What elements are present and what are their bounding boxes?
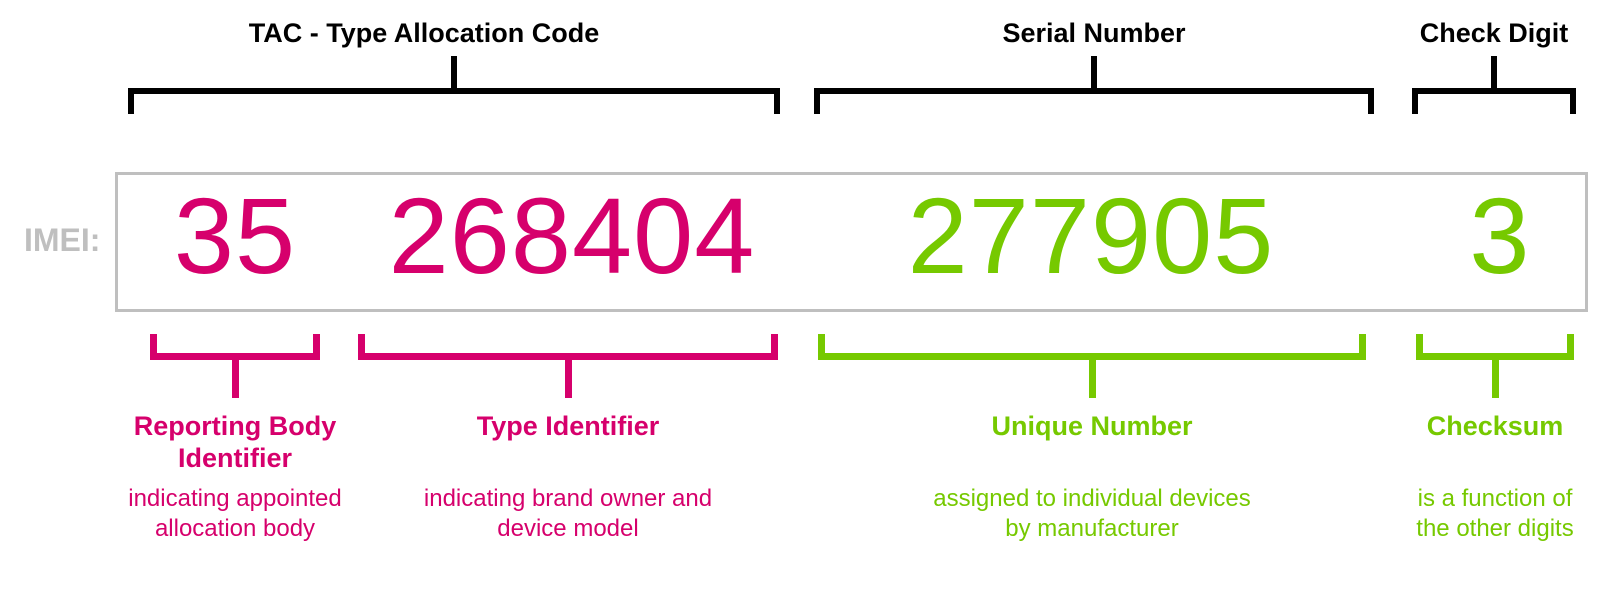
- top-bracket-stem: [451, 56, 457, 88]
- bottom-bracket: [1416, 334, 1574, 360]
- top-bracket-stem: [1091, 56, 1097, 88]
- bottom-section-title: Type Identifier: [358, 410, 778, 442]
- top-bracket: [814, 88, 1374, 114]
- bottom-section-desc: assigned to individual devices by manufa…: [932, 484, 1252, 544]
- digit-group: 277905: [826, 182, 1356, 290]
- top-bracket: [128, 88, 780, 114]
- bottom-bracket-stem: [1089, 360, 1096, 398]
- digit-group: 268404: [370, 182, 774, 290]
- top-bracket-stem: [1491, 56, 1497, 88]
- bottom-bracket: [150, 334, 320, 360]
- bottom-bracket: [358, 334, 778, 360]
- digit-group: 35: [152, 182, 318, 290]
- bottom-section-title: Reporting Body Identifier: [90, 410, 380, 475]
- bottom-bracket: [818, 334, 1366, 360]
- bottom-bracket-stem: [565, 360, 572, 398]
- digit-group: 3: [1440, 182, 1560, 290]
- bottom-section-title: Unique Number: [818, 410, 1366, 442]
- top-section-label: Check Digit: [1410, 18, 1578, 49]
- bottom-bracket-stem: [1492, 360, 1499, 398]
- bottom-section-title: Checksum: [1402, 410, 1588, 442]
- bottom-section-desc: is a function of the other digits: [1398, 484, 1592, 544]
- imei-label: IMEI:: [24, 222, 100, 259]
- top-section-label: Serial Number: [834, 18, 1354, 49]
- top-bracket: [1412, 88, 1576, 114]
- bottom-section-desc: indicating appointed allocation body: [102, 484, 368, 544]
- bottom-section-desc: indicating brand owner and device model: [420, 484, 716, 544]
- bottom-bracket-stem: [232, 360, 239, 398]
- top-section-label: TAC - Type Allocation Code: [164, 18, 684, 49]
